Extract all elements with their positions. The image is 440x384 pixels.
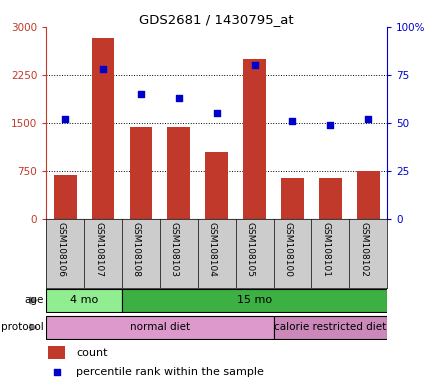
Point [62, 116, 69, 122]
Bar [122, 289, 387, 312]
Text: protocol: protocol [1, 322, 44, 333]
Text: GSM108108: GSM108108 [132, 222, 141, 277]
Text: 15 mo: 15 mo [237, 295, 272, 305]
Text: GSM108100: GSM108100 [283, 222, 293, 277]
Text: GSM108101: GSM108101 [321, 222, 330, 277]
Text: GSM108104: GSM108104 [208, 222, 216, 277]
Point [175, 95, 182, 101]
Bar [319, 178, 342, 219]
Text: calorie restricted diet: calorie restricted diet [274, 322, 386, 332]
Point [365, 116, 372, 122]
Bar [46, 316, 274, 339]
Point [137, 91, 144, 97]
Point [53, 369, 60, 375]
Title: GDS2681 / 1430795_at: GDS2681 / 1430795_at [139, 13, 294, 26]
Bar [168, 127, 190, 219]
Bar [281, 178, 304, 219]
Bar [48, 346, 66, 359]
Text: GSM108105: GSM108105 [246, 222, 255, 277]
Bar [243, 59, 266, 219]
Point [99, 66, 106, 72]
Point [213, 110, 220, 116]
Bar [129, 127, 152, 219]
Bar [205, 152, 228, 219]
Point [327, 122, 334, 128]
Text: GSM108106: GSM108106 [56, 222, 65, 277]
Point [289, 118, 296, 124]
Text: 4 mo: 4 mo [70, 295, 98, 305]
Bar [46, 289, 122, 312]
Bar [357, 171, 380, 219]
Bar [54, 175, 77, 219]
Bar [274, 316, 387, 339]
Text: GSM108103: GSM108103 [170, 222, 179, 277]
Bar [92, 38, 114, 219]
Text: normal diet: normal diet [130, 322, 190, 332]
Text: GSM108107: GSM108107 [94, 222, 103, 277]
Text: GSM108102: GSM108102 [359, 222, 368, 277]
Text: percentile rank within the sample: percentile rank within the sample [76, 367, 264, 377]
Text: age: age [25, 295, 44, 306]
Point [251, 62, 258, 68]
Text: count: count [76, 348, 107, 358]
